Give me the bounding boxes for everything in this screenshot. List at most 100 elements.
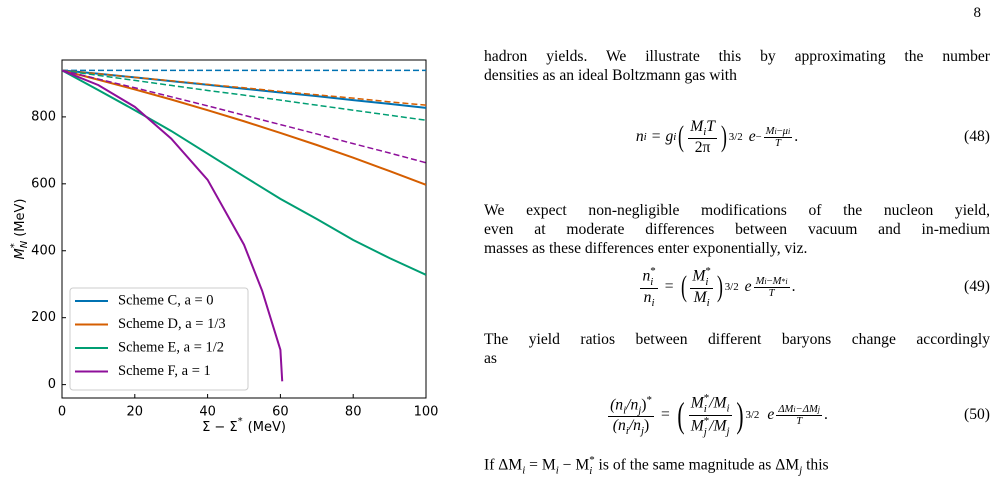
eq-token: (n	[612, 417, 626, 435]
eq-token: e	[744, 278, 752, 296]
text-token: If ΔM	[484, 456, 523, 474]
eq-token: M	[690, 394, 704, 412]
eq-token: T	[706, 118, 715, 135]
dashed-line	[62, 69, 426, 121]
eq-token: M	[693, 288, 707, 306]
eq-token: i	[785, 276, 788, 286]
dashed-line	[62, 69, 426, 106]
text-line: even at moderate differences between vac…	[484, 221, 990, 238]
text-line: hadron yields. We illustrate this by app…	[484, 48, 990, 65]
eq-number: (48)	[964, 128, 990, 146]
legend-label: Scheme E, a = 1/2	[118, 339, 224, 355]
x-tick-label: 80	[345, 405, 362, 420]
x-tick-label: 0	[58, 405, 66, 420]
text-line: The yield ratios between different baryo…	[484, 331, 990, 348]
eq-token: M	[765, 125, 775, 137]
eq-token: i	[623, 404, 627, 417]
y-label-part: N	[19, 240, 30, 248]
x-label-part: *	[238, 416, 243, 427]
eq-token: )	[720, 120, 727, 153]
x-tick-label: 40	[199, 405, 216, 420]
text-token: this	[806, 456, 829, 474]
eq-token: *	[781, 276, 786, 286]
eq-token: /M	[709, 394, 727, 412]
eq-token: −	[766, 275, 773, 287]
line	[62, 69, 426, 109]
eq-token: .	[824, 406, 828, 424]
eq-token: 2π	[694, 138, 711, 156]
eq-token: i	[705, 275, 709, 288]
eq-token: /n	[626, 396, 639, 414]
text-token: *	[589, 454, 595, 466]
eq-token: −ΔM	[795, 403, 818, 415]
eq-token: /M	[709, 417, 727, 435]
y-tick-label: 400	[31, 243, 56, 258]
eq-token: M	[772, 275, 782, 287]
text-line: If ΔMi = Mi − M * i is of the same magnitu…	[484, 455, 829, 477]
eq-token: n	[642, 267, 651, 285]
eq-token: j	[726, 425, 730, 438]
text-token: i	[555, 464, 559, 477]
eq-token: j	[703, 425, 707, 438]
paragraph: hadron yields. We illustrate this by app…	[484, 47, 990, 85]
eq-token: n	[635, 128, 644, 146]
eq-token: =	[651, 128, 661, 146]
plot-frame	[61, 59, 427, 399]
eq-token: i	[673, 131, 677, 144]
x-tick-label: 100	[414, 405, 439, 420]
text-line: We expect non-negligible modifications o…	[484, 202, 990, 219]
legend-label: Scheme F, a = 1	[118, 363, 211, 379]
eq-token: )	[716, 270, 723, 303]
eq-token: i	[651, 296, 655, 309]
eq-token: g	[665, 128, 674, 146]
text-token: j	[799, 464, 803, 477]
x-axis-label: Σ − Σ* (MeV)	[202, 416, 286, 435]
eq-token: 3/2	[745, 409, 760, 422]
eq-token: i	[650, 275, 654, 288]
eq-token: *	[650, 265, 656, 277]
eq-token: .	[791, 278, 796, 296]
eq-token: i	[793, 404, 796, 414]
line	[62, 69, 284, 382]
eq-number: (50)	[964, 406, 990, 424]
eq-token: ΔM	[778, 403, 794, 415]
eq-token: i	[764, 276, 767, 286]
text-line: as	[484, 350, 497, 367]
text-token: i	[589, 464, 593, 477]
eq-token: *	[703, 392, 710, 404]
eq-token: /n	[628, 417, 641, 435]
y-tick-label: 0	[48, 377, 56, 392]
eq-token: (	[677, 395, 685, 436]
text-token: is of the same magnitude as ΔM	[598, 456, 800, 474]
y-tick-label: 600	[31, 176, 56, 191]
text-line: masses as these differences enter expone…	[484, 240, 808, 257]
eq-token: i	[703, 125, 707, 138]
eq-token: (	[678, 120, 685, 153]
eq-token: )	[735, 395, 744, 436]
y-label-part: *	[9, 243, 20, 248]
eq-token: )	[644, 417, 650, 435]
eq-token: i	[706, 296, 710, 309]
eq-token: *	[703, 414, 710, 427]
line	[62, 69, 426, 186]
eq-token: )	[641, 396, 647, 414]
eq-token: i	[788, 126, 791, 136]
x-tick-label: 20	[127, 405, 144, 420]
eq-token: n	[643, 288, 652, 306]
text-token: − M	[562, 456, 590, 474]
eq-token: e	[767, 406, 775, 424]
eq-token: =	[660, 406, 670, 424]
y-axis-label: M*N (MeV)	[9, 199, 30, 260]
eq-token: M	[755, 275, 765, 287]
eq-token: j	[640, 424, 644, 437]
eq-token: i	[643, 131, 647, 144]
eq-token: *	[705, 265, 711, 277]
equation: (ni/nj)* (ni/nj) = ( M * i/Mi M * j/Mj ) 3/2 e …	[484, 393, 990, 438]
text-line: densities as an ideal Boltzmann gas with	[484, 67, 737, 84]
eq-token: e	[748, 128, 756, 146]
eq-token: −	[776, 125, 783, 137]
eq-token: T	[774, 137, 781, 149]
